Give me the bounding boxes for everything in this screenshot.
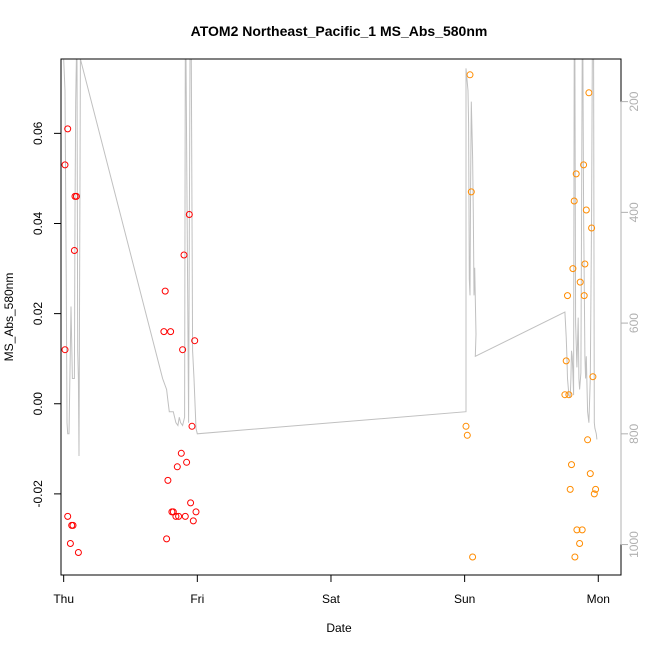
- data-point: [592, 485, 600, 493]
- data-point: [582, 206, 590, 214]
- data-point: [161, 287, 169, 295]
- y-tick-label: 0.06: [31, 121, 45, 145]
- data-point: [562, 357, 570, 365]
- data-point: [173, 463, 181, 471]
- data-point: [588, 224, 596, 232]
- y-tick-label: 0.00: [31, 392, 45, 416]
- data-point: [181, 512, 189, 520]
- data-point: [466, 71, 474, 79]
- data-point: [584, 436, 592, 444]
- data-point: [189, 517, 197, 525]
- data-point: [183, 458, 191, 466]
- y2-tick-label: 1000: [627, 531, 641, 558]
- x-tick-label: Thu: [53, 592, 74, 606]
- data-point: [74, 549, 82, 556]
- data-point: [589, 373, 597, 381]
- y2-tick-label: 800: [627, 423, 641, 443]
- data-point: [188, 422, 196, 430]
- data-point: [569, 265, 577, 273]
- data-point: [69, 521, 77, 529]
- y-tick-label: -0.02: [31, 480, 45, 508]
- data-point: [581, 260, 589, 268]
- y2-axis: 200 400 600 800 1000: [620, 91, 641, 558]
- depth-trace-line: [63, 59, 598, 457]
- data-point: [578, 526, 586, 534]
- data-point: [177, 449, 185, 457]
- data-point: [571, 553, 579, 561]
- data-point: [66, 540, 74, 547]
- x-tick-label: Sun: [454, 592, 475, 606]
- data-point: [172, 512, 180, 520]
- data-point: [568, 461, 575, 469]
- data-point: [61, 346, 69, 354]
- y-tick-label: 0.04: [31, 211, 45, 235]
- data-point: [61, 161, 69, 169]
- data-point: [590, 490, 598, 498]
- data-point: [185, 211, 193, 218]
- y2-tick-label: 600: [627, 313, 641, 333]
- y2-tick-label: 200: [627, 91, 641, 111]
- y-tick-label: 0.02: [31, 302, 45, 326]
- data-point: [192, 508, 200, 516]
- data-point: [163, 535, 171, 543]
- data-point: [160, 328, 168, 336]
- data-point: [64, 512, 72, 520]
- y2-tick-label: 400: [627, 202, 641, 222]
- data-points: [61, 71, 600, 561]
- data-point: [191, 337, 199, 345]
- data-point: [561, 391, 569, 399]
- data-point: [179, 346, 187, 354]
- data-point: [570, 197, 578, 205]
- x-axis-label: Date: [326, 621, 352, 635]
- data-point: [164, 476, 172, 484]
- data-point: [167, 328, 175, 336]
- data-point: [469, 553, 477, 561]
- y-axis-label: MS_Abs_580nm: [2, 273, 16, 362]
- data-point: [463, 431, 471, 439]
- data-point: [175, 512, 183, 520]
- data-point: [565, 391, 573, 399]
- data-point: [72, 192, 80, 200]
- data-point: [573, 526, 581, 534]
- y-axis: -0.02 0.00 0.02 0.04 0.06: [31, 121, 62, 508]
- data-point: [576, 540, 584, 547]
- data-point: [564, 292, 571, 300]
- data-point: [580, 161, 588, 169]
- data-point: [462, 422, 470, 430]
- x-axis: Thu Fri Sat Sun Mon: [53, 574, 610, 606]
- x-tick-label: Sat: [322, 592, 341, 606]
- data-point: [572, 170, 580, 178]
- data-point: [586, 470, 594, 478]
- data-point: [566, 485, 574, 493]
- data-point: [585, 89, 593, 97]
- x-tick-label: Fri: [190, 592, 204, 606]
- data-point: [70, 247, 78, 254]
- depth-trace: [63, 59, 598, 457]
- data-point: [467, 188, 475, 196]
- data-point: [180, 251, 188, 259]
- data-point: [576, 278, 584, 286]
- chart-title: ATOM2 Northeast_Pacific_1 MS_Abs_580nm: [191, 23, 488, 39]
- data-point: [64, 125, 72, 133]
- data-point: [187, 499, 195, 507]
- x-tick-label: Mon: [587, 592, 610, 606]
- plot-frame: [60, 58, 622, 576]
- data-point: [580, 292, 588, 300]
